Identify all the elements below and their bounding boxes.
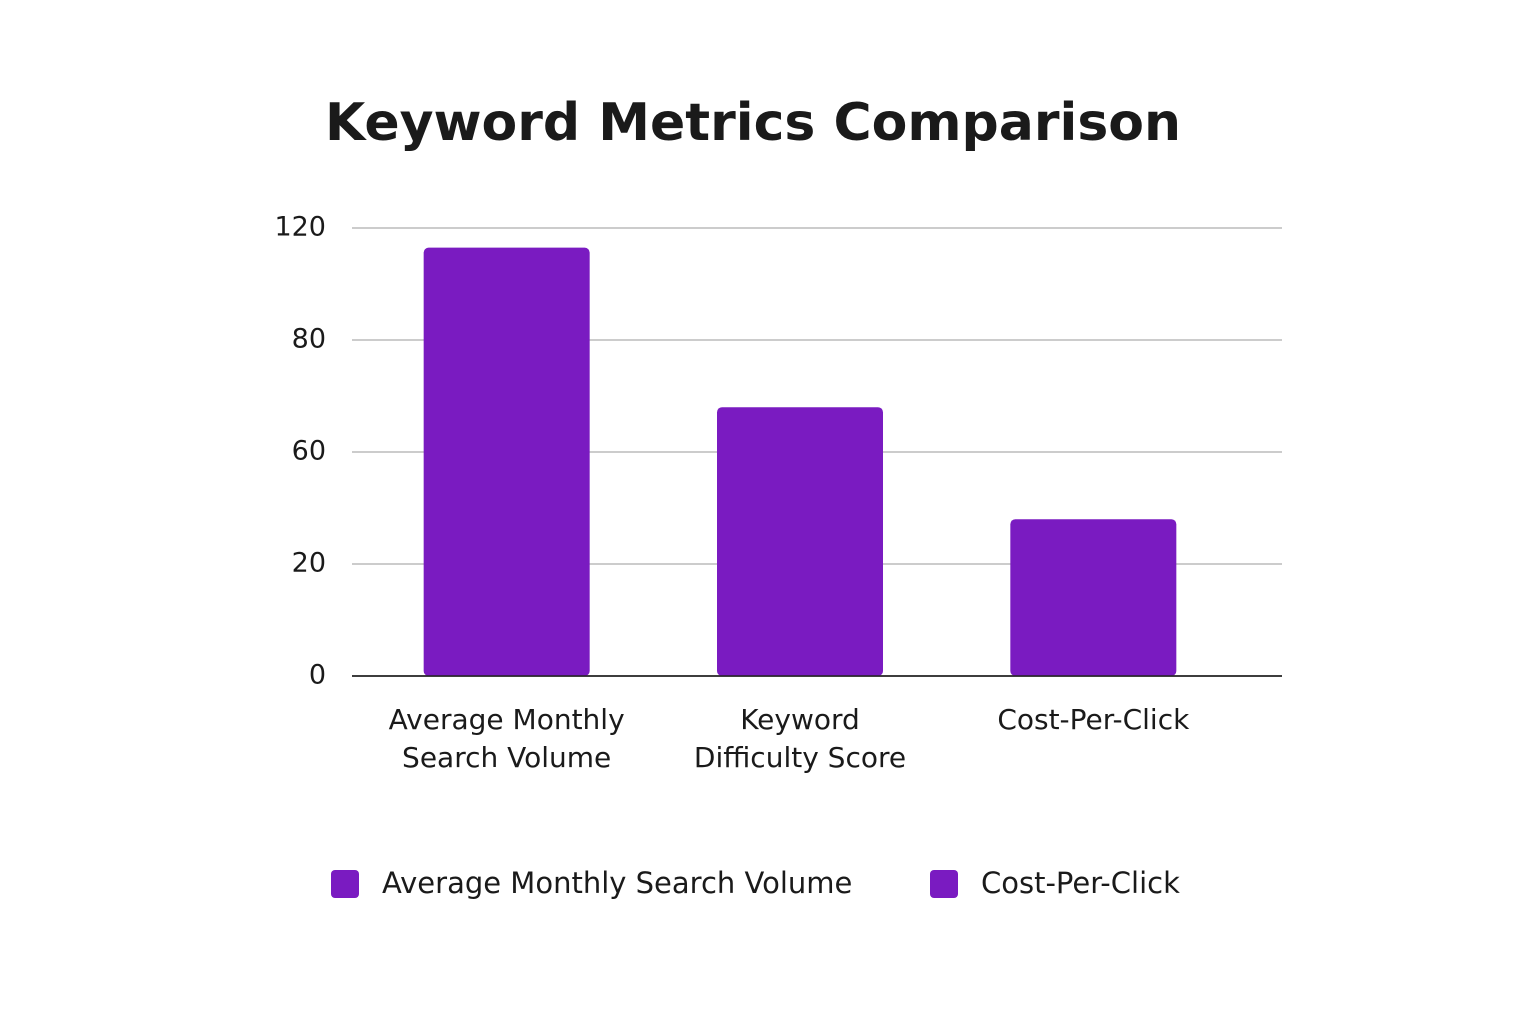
x-tick-label: Keyword Difficulty Score: [694, 703, 906, 774]
chart-title: Keyword Metrics Comparison: [325, 93, 1181, 153]
y-tick-label: 20: [292, 548, 326, 579]
legend-swatch: [331, 870, 359, 898]
legend-label: Cost-Per-Click: [981, 866, 1180, 900]
bar: [1010, 519, 1177, 677]
y-tick-label: 80: [292, 324, 326, 355]
bar: [717, 407, 883, 677]
y-tick-label: 0: [309, 660, 326, 691]
x-tick-label: Cost-Per-Click: [997, 703, 1190, 736]
y-tick-label: 120: [274, 212, 326, 243]
legend-swatch: [930, 870, 958, 898]
y-tick-label: 60: [292, 436, 326, 467]
legend-label: Average Monthly Search Volume: [382, 866, 852, 900]
bar: [423, 247, 590, 677]
x-tick-label: Average Monthly Search Volume: [389, 703, 625, 774]
